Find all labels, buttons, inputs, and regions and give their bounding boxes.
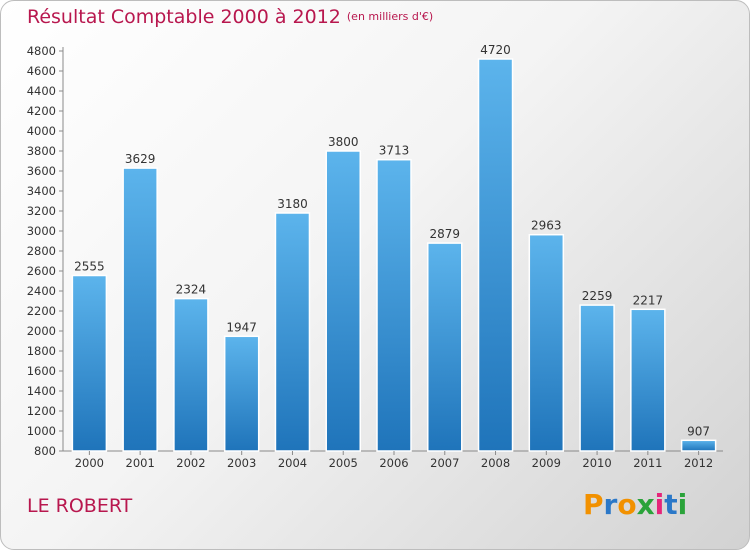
data-label-2004: 3180 [277,197,308,211]
x-tick-label-2010: 2010 [582,456,611,470]
y-tick-label: 4400 [27,84,56,98]
logo-letter: t [664,488,678,521]
x-tick-label-2002: 2002 [176,456,205,470]
y-tick-label: 2200 [27,304,56,318]
x-tick-label-2007: 2007 [430,456,459,470]
x-tick-label-2003: 2003 [227,456,256,470]
y-tick-label: 1000 [27,424,56,438]
data-label-2005: 3800 [328,135,359,149]
bar-2000 [71,274,108,452]
data-label-2010: 2259 [582,289,613,303]
y-tick-label: 4000 [27,124,56,138]
data-label-2008: 4720 [480,43,511,57]
x-tick-label-2001: 2001 [126,456,155,470]
data-label-2002: 2324 [176,283,207,297]
logo-letter: i [654,488,665,521]
bar-2003 [223,335,260,452]
y-tick-label: 2400 [27,284,56,298]
chart-title: Résultat Comptable 2000 à 2012 (en millie… [27,6,433,28]
bar-2010 [579,304,615,452]
data-label-2011: 2217 [633,293,664,307]
y-tick-label: 1800 [27,344,56,358]
x-tick-label-2009: 2009 [532,456,561,470]
bar-2008 [477,58,514,452]
x-tick-label-2012: 2012 [684,456,713,470]
chart-title-text: Résultat Comptable 2000 à 2012 [27,6,341,28]
y-tick-label: 1400 [27,384,56,398]
y-tick-label: 2800 [27,244,56,258]
proxiti-logo[interactable]: Proxiti [583,488,687,521]
y-tick-label: 1600 [27,364,56,378]
data-label-2001: 3629 [125,152,156,166]
y-tick-label: 3600 [27,164,56,178]
logo-letter: P [583,488,604,521]
logo-letter: r [603,488,618,521]
y-tick-label: 4800 [27,44,56,58]
y-tick-label: 1200 [27,404,56,418]
bar-2006 [376,158,412,452]
bar-2012 [680,439,717,452]
bar-2007 [427,242,463,452]
data-label-2006: 3713 [379,144,410,158]
x-tick-label-2011: 2011 [633,456,662,470]
data-label-2000: 2555 [74,260,105,274]
y-tick-label: 800 [34,444,56,458]
logo-letter: i [677,488,688,521]
y-tick-label: 3200 [27,204,56,218]
x-tick-label-2004: 2004 [278,456,307,470]
data-label-2007: 2879 [429,227,460,241]
bar-2011 [630,308,666,452]
y-tick-label: 4600 [27,64,56,78]
data-label-2009: 2963 [531,219,562,233]
data-label-2003: 1947 [226,320,257,334]
x-tick-label-2000: 2000 [75,456,104,470]
logo-letter: o [617,488,637,521]
x-tick-label-2005: 2005 [329,456,358,470]
bar-2005 [325,150,361,452]
x-tick-label-2008: 2008 [481,456,510,470]
x-tick-label-2006: 2006 [379,456,408,470]
bar-2004 [274,212,311,452]
place-name: LE ROBERT [27,495,133,517]
logo-letter: x [636,488,655,521]
bar-2001 [122,167,158,452]
data-label-2012: 907 [687,424,710,438]
y-tick-label: 2000 [27,324,56,338]
bar-2009 [528,233,565,452]
y-tick-label: 3400 [27,184,56,198]
y-tick-label: 4200 [27,104,56,118]
chart-unit-note: (en milliers d'€) [346,10,434,23]
bar-2002 [173,297,209,452]
y-tick-label: 2600 [27,264,56,278]
y-tick-label: 3800 [27,144,56,158]
y-tick-label: 3000 [27,224,56,238]
